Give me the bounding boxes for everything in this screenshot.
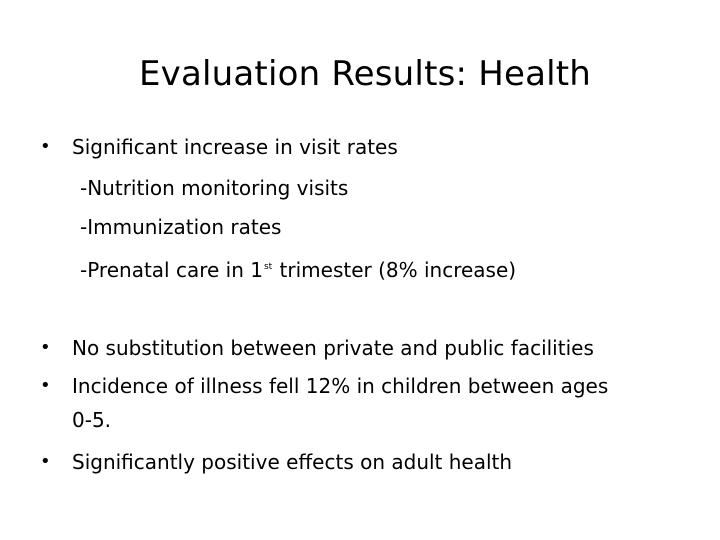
bullet-1-marker: • (40, 136, 51, 157)
sub-bullet-immunization: -Immunization rates (80, 215, 282, 239)
sub-bullet-prenatal: -Prenatal care in 1st trimester (8% incr… (80, 254, 516, 283)
bullet-2-text: No substitution between private and publ… (72, 336, 594, 360)
bullet-1-text: Significant increase in visit rates (72, 135, 398, 159)
bullet-3-text-line1: Incidence of illness fell 12% in childre… (72, 374, 609, 398)
bullet-4-marker: • (40, 451, 51, 472)
prenatal-text-end: trimester (8% increase) (273, 258, 517, 282)
sub-bullet-nutrition: -Nutrition monitoring visits (80, 176, 349, 200)
bullet-3-text-line2: 0-5. (72, 408, 112, 432)
prenatal-superscript: st (263, 262, 273, 272)
prenatal-text-start: -Prenatal care in 1 (80, 258, 263, 282)
bullet-4-text: Significantly positive effects on adult … (72, 450, 513, 474)
bullet-2-marker: • (40, 337, 51, 358)
slide-title: Evaluation Results: Health (138, 54, 592, 94)
bullet-3-marker: • (40, 375, 51, 396)
